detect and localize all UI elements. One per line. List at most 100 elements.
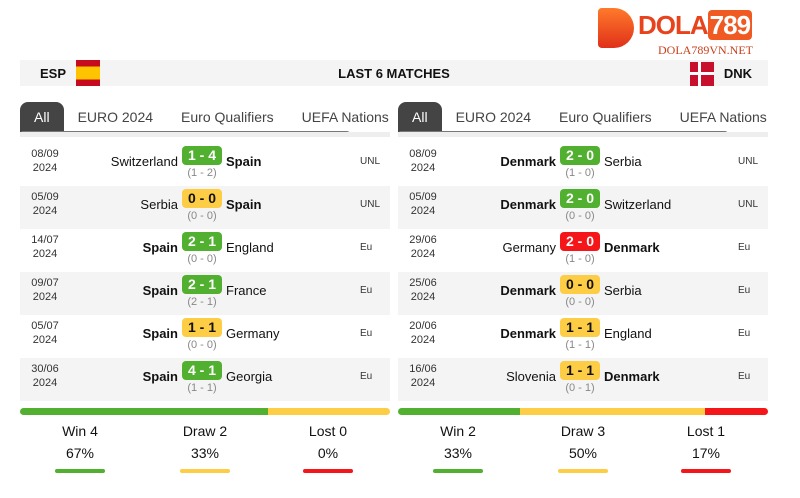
match-row[interactable]: 08/09 2024 Switzerland 1 - 4 (1 - 2) Spai…: [20, 143, 390, 186]
left-team-code: ESP: [40, 66, 67, 81]
home-team: Serbia: [140, 197, 178, 212]
competition: UNL: [360, 199, 381, 210]
date-day: 05/07: [31, 320, 59, 332]
draw-percent: 50%: [568, 445, 598, 461]
tab-euro-qualifiers[interactable]: Euro Qualifiers: [559, 109, 652, 125]
halftime-score: (0 - 0): [565, 210, 595, 222]
match-row[interactable]: 14/07 2024 Spain 2 - 1 (0 - 0) England Eu: [20, 229, 390, 272]
competition: Eu: [738, 328, 751, 339]
denmark-panel: All EURO 2024 Euro Qualifiers UEFA Nations …: [398, 102, 768, 401]
match-row[interactable]: 30/06 2024 Spain 4 - 1 (1 - 1) Georgia Eu: [20, 358, 390, 401]
competition: Eu: [738, 242, 751, 253]
win-stat: Win 2 33%: [408, 423, 508, 473]
date-day: 08/09: [31, 148, 59, 160]
score-badge: 2 - 0: [560, 232, 600, 251]
home-team: Switzerland: [110, 154, 178, 169]
logo-mark-icon: [598, 8, 634, 48]
match-row[interactable]: 09/07 2024 Spain 2 - 1 (2 - 1) France Eu: [20, 272, 390, 315]
spain-panel: All EURO 2024 Euro Qualifiers UEFA Nations …: [20, 102, 390, 401]
draw-stat: Draw 2 33%: [155, 423, 255, 473]
away-team: England: [226, 240, 274, 255]
match-row[interactable]: 05/09 2024 Denmark 2 - 0 (0 - 0) Switzerl…: [398, 186, 768, 229]
spain-flag-icon: [76, 60, 100, 86]
competition: Eu: [738, 285, 751, 296]
home-team: Spain: [142, 369, 178, 384]
lost-label: Lost 0: [308, 423, 348, 439]
away-team: Denmark: [604, 369, 660, 384]
competition-tabs: All EURO 2024 Euro Qualifiers UEFA Nations …: [398, 102, 768, 137]
tab-euro-2024[interactable]: EURO 2024: [77, 109, 154, 125]
halftime-score: (1 - 1): [187, 382, 217, 394]
match-row[interactable]: 05/09 2024 Serbia 0 - 0 (0 - 0) Spain UNL: [20, 186, 390, 229]
match-date: 08/09 2024: [20, 147, 70, 175]
date-year: 2024: [32, 162, 58, 174]
date-year: 2024: [410, 248, 436, 260]
tab-euro-2024[interactable]: EURO 2024: [455, 109, 532, 125]
halftime-score: (0 - 0): [565, 296, 595, 308]
date-day: 16/06: [409, 363, 437, 375]
win-stat: Win 4 67%: [30, 423, 130, 473]
right-team-code: DNK: [723, 66, 752, 81]
match-date: 14/07 2024: [20, 233, 70, 261]
competition: UNL: [738, 199, 759, 210]
away-team: Spain: [226, 154, 262, 169]
tab-all[interactable]: All: [398, 102, 442, 132]
tab-euro-qualifiers[interactable]: Euro Qualifiers: [181, 109, 274, 125]
date-day: 09/07: [31, 277, 59, 289]
match-row[interactable]: 05/07 2024 Spain 1 - 1 (0 - 0) Germany Eu: [20, 315, 390, 358]
away-team: England: [604, 326, 652, 341]
away-team: France: [226, 283, 267, 298]
lost-percent: 17%: [691, 445, 721, 461]
score-badge: 2 - 1: [182, 275, 222, 294]
date-day: 08/09: [409, 148, 437, 160]
match-row[interactable]: 29/06 2024 Germany 2 - 0 (1 - 0) Denmark …: [398, 229, 768, 272]
draw-stat: Draw 3 50%: [533, 423, 633, 473]
logo-text: DOLA789: [638, 10, 753, 40]
draw-label: Draw 3: [560, 423, 606, 439]
date-year: 2024: [410, 377, 436, 389]
away-team: Spain: [226, 197, 262, 212]
score-badge: 0 - 0: [182, 189, 222, 208]
logo-subtext: DOLA789VN.NET: [658, 43, 753, 57]
match-row[interactable]: 08/09 2024 Denmark 2 - 0 (1 - 0) Serbia U…: [398, 143, 768, 186]
halftime-score: (0 - 0): [187, 210, 217, 222]
competition: UNL: [360, 156, 381, 167]
match-row[interactable]: 20/06 2024 Denmark 1 - 1 (1 - 1) England …: [398, 315, 768, 358]
draw-segment: [520, 408, 706, 415]
score-badge: 1 - 1: [560, 318, 600, 337]
halftime-score: (1 - 2): [187, 167, 217, 179]
match-date: 05/09 2024: [398, 190, 448, 218]
away-team: Germany: [226, 326, 280, 341]
away-team: Serbia: [604, 154, 642, 169]
away-team: Denmark: [604, 240, 660, 255]
tab-all[interactable]: All: [20, 102, 64, 132]
date-day: 25/06: [409, 277, 437, 289]
competition: Eu: [360, 285, 373, 296]
draw-label: Draw 2: [182, 423, 228, 439]
halftime-score: (1 - 0): [565, 167, 595, 179]
date-year: 2024: [32, 291, 58, 303]
tabs-scrollbar[interactable]: [398, 131, 728, 132]
match-row[interactable]: 16/06 2024 Slovenia 1 - 1 (0 - 1) Denmark…: [398, 358, 768, 401]
draw-segment: [267, 408, 390, 415]
competition-tabs: All EURO 2024 Euro Qualifiers UEFA Nations …: [20, 102, 390, 137]
draw-percent: 33%: [190, 445, 220, 461]
home-team: Slovenia: [506, 369, 556, 384]
date-year: 2024: [32, 248, 58, 260]
lost-stat: Lost 1 17%: [656, 423, 756, 473]
date-year: 2024: [410, 291, 436, 303]
tab-uefa-nations-le[interactable]: UEFA Nations Le: [679, 109, 768, 125]
matches-header: ESP LAST 6 MATCHES DNK: [20, 60, 768, 86]
home-team: Denmark: [500, 283, 556, 298]
match-row[interactable]: 25/06 2024 Denmark 0 - 0 (0 - 0) Serbia E…: [398, 272, 768, 315]
date-year: 2024: [32, 334, 58, 346]
match-date: 16/06 2024: [398, 362, 448, 390]
date-day: 05/09: [31, 191, 59, 203]
tabs-scrollbar[interactable]: [20, 131, 350, 132]
halftime-score: (2 - 1): [187, 296, 217, 308]
tab-uefa-nations-le[interactable]: UEFA Nations Le: [301, 109, 390, 125]
home-team: Germany: [502, 240, 556, 255]
away-team: Georgia: [226, 369, 273, 384]
score-badge: 2 - 0: [560, 146, 600, 165]
halftime-score: (0 - 0): [187, 253, 217, 265]
